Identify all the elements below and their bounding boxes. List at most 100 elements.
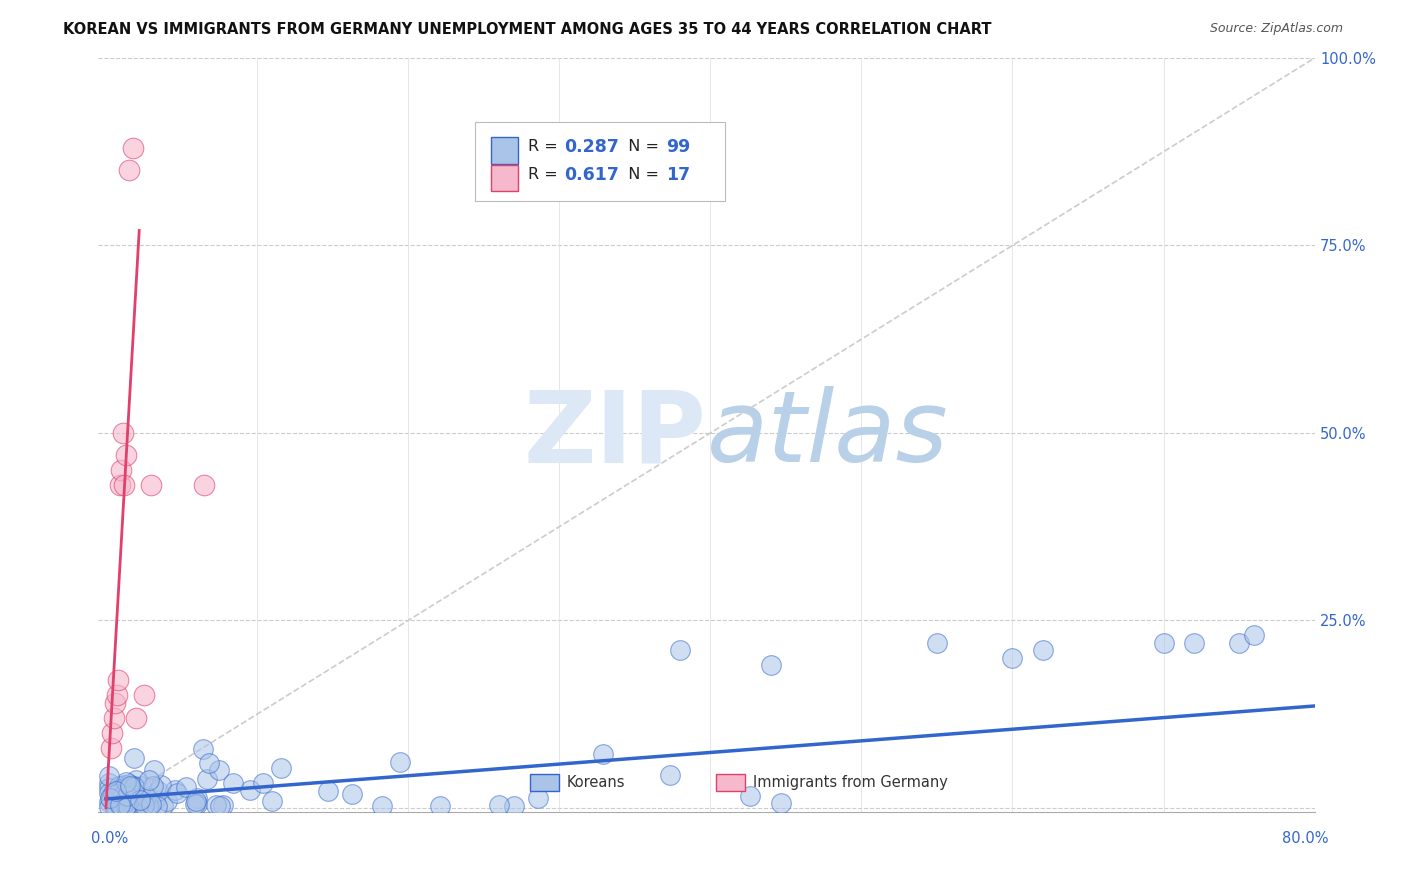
Point — [98, 780, 121, 795]
Point — [191, 742, 214, 756]
Point — [270, 761, 292, 775]
Point — [204, 798, 226, 813]
Text: 0.617: 0.617 — [564, 166, 619, 184]
Point — [129, 779, 152, 793]
Point — [104, 792, 127, 806]
Point — [112, 478, 135, 492]
Point — [316, 784, 339, 798]
Point — [98, 790, 121, 805]
Point — [108, 781, 131, 796]
Point — [112, 778, 135, 792]
Point — [176, 780, 198, 794]
Point — [148, 784, 170, 798]
FancyBboxPatch shape — [491, 137, 517, 163]
Point — [186, 797, 208, 811]
Point — [146, 799, 169, 814]
Point — [98, 786, 121, 800]
Point — [117, 163, 139, 178]
Point — [122, 780, 145, 795]
Point — [115, 799, 138, 814]
Point — [110, 463, 132, 477]
Text: N =: N = — [617, 168, 664, 182]
Point — [104, 800, 127, 814]
Point — [208, 763, 231, 777]
Point — [197, 756, 219, 770]
Point — [1032, 643, 1054, 657]
Point — [156, 794, 179, 808]
Text: Koreans: Koreans — [567, 775, 626, 789]
Point — [193, 478, 215, 492]
Point — [658, 768, 681, 782]
Point — [141, 478, 163, 492]
Point — [163, 783, 186, 797]
Point — [104, 800, 127, 814]
Point — [1243, 628, 1265, 642]
Point — [111, 425, 134, 440]
Text: ZIP: ZIP — [523, 386, 707, 483]
Point — [488, 798, 510, 813]
Text: N =: N = — [617, 139, 664, 154]
Point — [166, 786, 188, 800]
Point — [115, 797, 138, 812]
Point — [112, 793, 135, 807]
Point — [115, 774, 138, 789]
Point — [150, 778, 173, 792]
Point — [759, 658, 782, 673]
Point — [260, 794, 283, 808]
Point — [184, 797, 207, 812]
Point — [195, 772, 218, 786]
Point — [121, 799, 143, 814]
Point — [107, 796, 129, 810]
Point — [221, 776, 243, 790]
Point — [136, 798, 159, 813]
Point — [121, 795, 143, 809]
Text: R =: R = — [527, 139, 562, 154]
Text: Immigrants from Germany: Immigrants from Germany — [752, 775, 948, 789]
Point — [925, 636, 948, 650]
Point — [105, 784, 128, 798]
Point — [98, 800, 121, 814]
Text: 0.0%: 0.0% — [91, 831, 128, 846]
Point — [143, 763, 166, 777]
Point — [389, 755, 412, 769]
Text: atlas: atlas — [707, 386, 948, 483]
Point — [103, 711, 125, 725]
Point — [112, 789, 135, 803]
Point — [138, 772, 160, 787]
Point — [592, 747, 614, 761]
Point — [100, 792, 122, 806]
Point — [239, 782, 262, 797]
Point — [124, 792, 146, 806]
Point — [108, 797, 131, 812]
Point — [212, 798, 235, 813]
Point — [112, 789, 135, 803]
Point — [107, 794, 129, 808]
Point — [527, 791, 550, 805]
Point — [429, 799, 451, 814]
Point — [107, 673, 129, 688]
Point — [371, 799, 394, 814]
Point — [340, 787, 363, 801]
FancyBboxPatch shape — [530, 774, 560, 790]
Point — [125, 772, 148, 787]
Point — [770, 797, 793, 811]
Point — [127, 800, 149, 814]
Point — [108, 780, 131, 794]
Point — [103, 787, 125, 801]
FancyBboxPatch shape — [716, 774, 745, 790]
Point — [142, 780, 165, 794]
Point — [111, 800, 134, 814]
Point — [252, 776, 274, 790]
Point — [669, 643, 692, 657]
Point — [118, 777, 141, 791]
Point — [98, 768, 121, 782]
Point — [120, 793, 142, 807]
Point — [138, 798, 160, 813]
Point — [98, 795, 121, 809]
Text: 17: 17 — [666, 166, 690, 184]
Point — [143, 792, 166, 806]
Point — [152, 799, 174, 814]
Point — [1001, 651, 1024, 665]
Point — [117, 796, 139, 810]
Point — [108, 478, 131, 492]
